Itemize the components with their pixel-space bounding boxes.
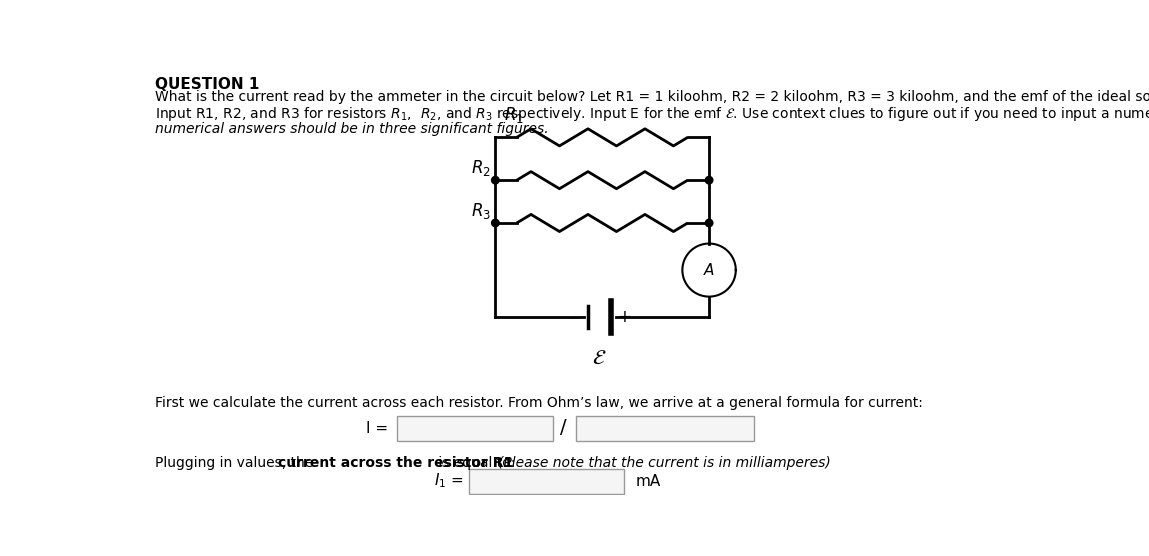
Text: $R_3$: $R_3$	[471, 201, 491, 221]
Text: $I_1$ =: $I_1$ =	[434, 472, 464, 490]
Text: /: /	[561, 418, 566, 436]
Text: Input R1, R2, and R3 for resistors $R_1$,  $R_2$, and $R_3$ respectively. Input : Input R1, R2, and R3 for resistors $R_1$…	[155, 105, 1149, 123]
Text: mA: mA	[635, 474, 661, 489]
Polygon shape	[704, 176, 714, 185]
FancyBboxPatch shape	[577, 416, 755, 441]
Text: Plugging in values, the: Plugging in values, the	[155, 456, 318, 470]
Text: $\mathcal{E}$: $\mathcal{E}$	[592, 348, 607, 368]
Text: What is the current read by the ammeter in the circuit below? Let R1 = 1 kiloohm: What is the current read by the ammeter …	[155, 90, 1149, 105]
Text: (Please note that the current is in milliamperes): (Please note that the current is in mill…	[498, 456, 831, 470]
Text: $R_1$: $R_1$	[504, 106, 524, 125]
Text: I =: I =	[367, 421, 388, 436]
Text: is equal to:: is equal to:	[434, 456, 519, 470]
Polygon shape	[491, 176, 500, 185]
Polygon shape	[704, 219, 714, 227]
Text: +: +	[617, 308, 632, 326]
Text: −: −	[568, 308, 581, 326]
Text: $R_2$: $R_2$	[471, 158, 491, 178]
Text: First we calculate the current across each resistor. From Ohm’s law, we arrive a: First we calculate the current across ea…	[155, 396, 923, 410]
Text: numerical answers should be in three significant figures.: numerical answers should be in three sig…	[155, 122, 549, 136]
FancyBboxPatch shape	[398, 416, 554, 441]
Polygon shape	[491, 219, 500, 227]
Text: A: A	[704, 262, 715, 277]
FancyBboxPatch shape	[469, 469, 625, 494]
Text: QUESTION 1: QUESTION 1	[155, 77, 260, 92]
Text: current across the resistor R1: current across the resistor R1	[278, 456, 514, 470]
